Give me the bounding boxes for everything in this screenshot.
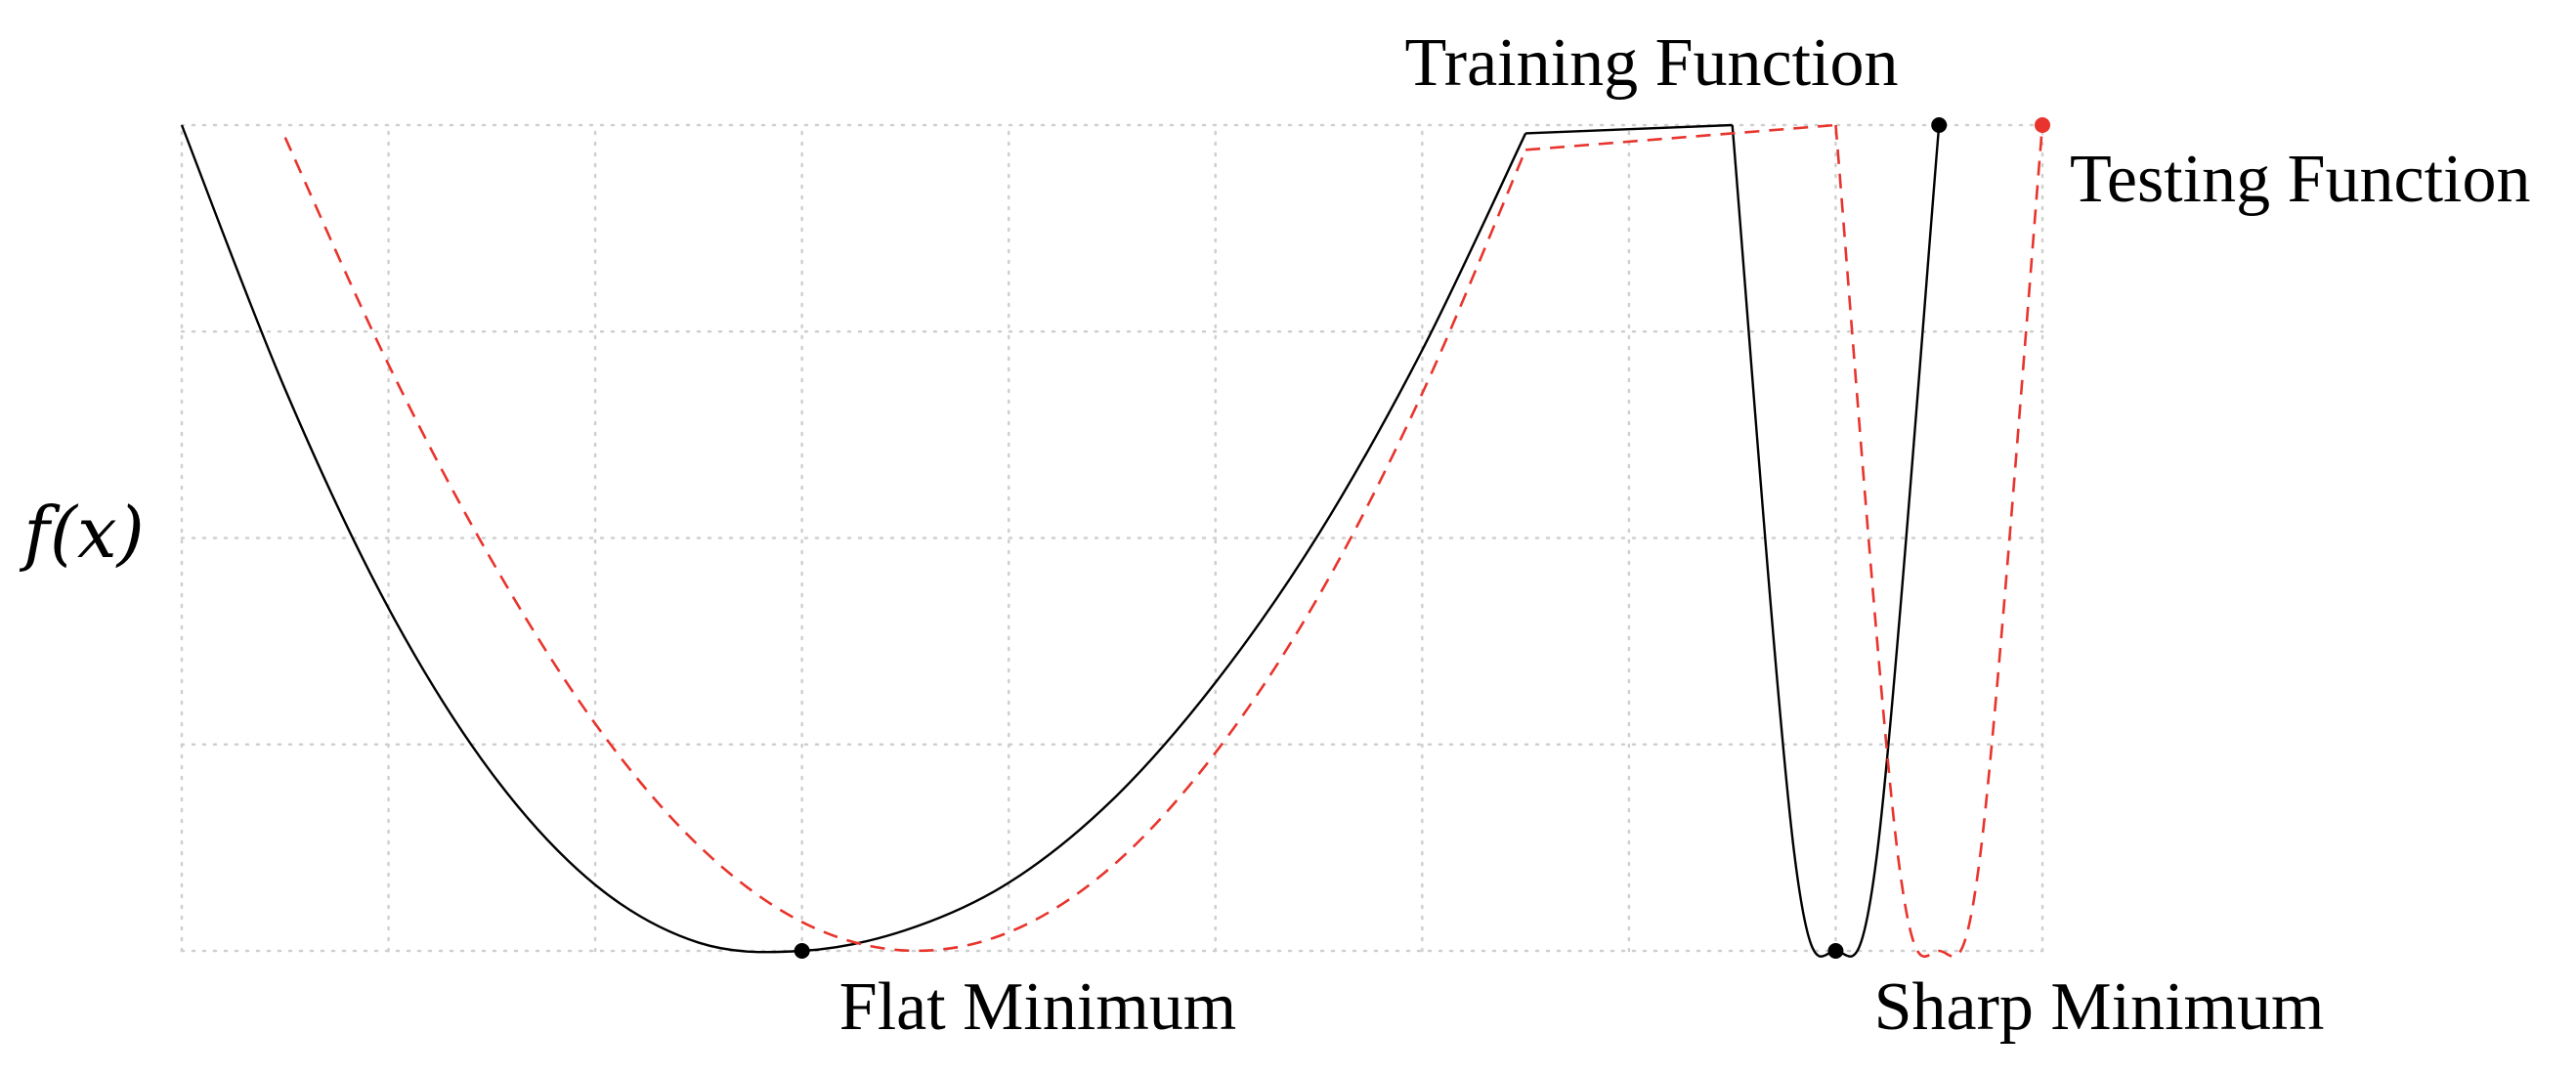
data-point-marker	[1931, 117, 1948, 133]
series-line-segment	[1525, 123, 1733, 135]
testing-function-label: Testing Function	[2070, 142, 2530, 217]
series-line-segment	[283, 137, 1527, 953]
series-line-segment	[1834, 124, 2044, 958]
series-line-segment	[1525, 123, 1836, 151]
label-layer: f(x) Training Function Testing Function …	[19, 25, 2530, 1045]
training-function-series	[180, 123, 1941, 958]
sharp-minimum-label: Sharp Minimum	[1874, 969, 2325, 1045]
grid	[180, 123, 2044, 953]
training-function-label: Training Function	[1405, 25, 1899, 101]
data-point-marker	[1827, 943, 1844, 959]
data-point-marker	[794, 943, 810, 959]
testing-function-series	[283, 123, 2044, 958]
y-axis-label: f(x)	[19, 492, 144, 574]
data-point-marker	[2035, 117, 2050, 133]
series-layer	[180, 123, 2044, 958]
series-line-segment	[180, 124, 1527, 954]
marker-layer	[794, 117, 2050, 959]
flat-minimum-label: Flat Minimum	[839, 969, 1236, 1045]
